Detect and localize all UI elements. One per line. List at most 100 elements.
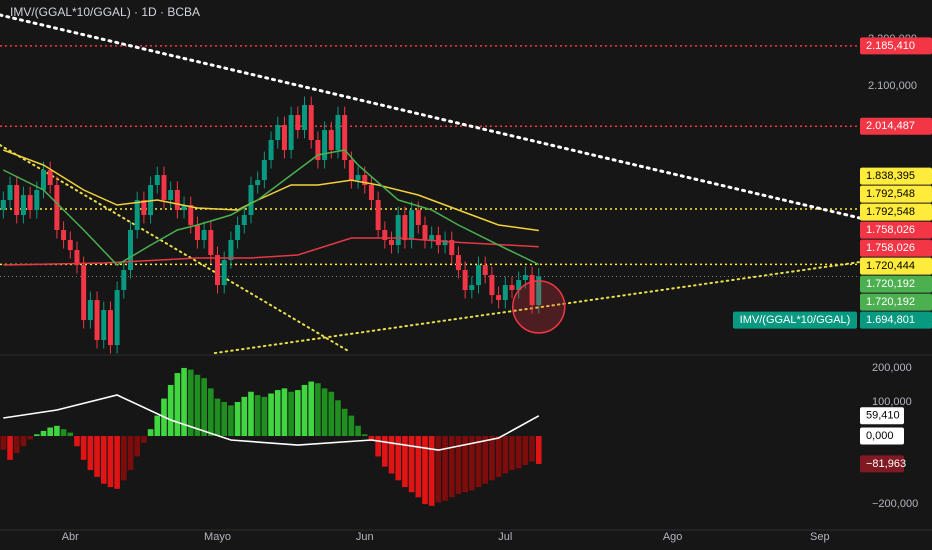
price-tag-label: 1.838,395 [866,170,915,182]
candle-body [469,285,475,291]
moving-average [3,149,539,232]
histogram-bar [241,396,248,437]
signal-line [3,394,540,451]
candle-body [375,200,381,231]
histogram-bar [134,436,140,457]
histogram-bar [509,436,515,471]
histogram-bar [167,384,174,437]
price-tag-label: 2.185,410 [866,40,915,52]
moving-average [2,149,540,266]
candle-body [482,265,488,276]
histogram-bar [315,383,321,437]
histogram-bar [295,390,301,437]
histogram-bar [395,436,402,481]
x-tick-label: Ago [663,531,683,543]
chart-title: IMV/(GGAL*10/GGAL) · 1D · BCBA [10,5,200,19]
candle-body [442,240,448,246]
candle-body [462,270,468,291]
histogram-bar [60,429,67,437]
histogram-bar [495,436,502,477]
candle-body [422,225,428,241]
histogram-bar [335,400,341,437]
candle-body [476,265,482,286]
x-tick-label: Jul [498,531,512,543]
candle-body [228,240,234,261]
candle-body [255,180,261,186]
histogram-bar [234,401,241,437]
histogram-bar [94,436,100,477]
candle-body [161,175,167,201]
histogram-bar [54,425,60,437]
histogram-bar [114,436,120,489]
candle-body [54,185,60,231]
price-tag-label: 1.758,026 [866,224,915,236]
candle-body [355,175,361,181]
candle-body [34,190,40,211]
price-tag [860,293,932,311]
histogram-bar [268,393,274,437]
candle-body [455,255,461,271]
histogram-bar [341,408,348,437]
candle-body [516,280,522,291]
candle-body [449,240,455,256]
price-tag [860,37,932,55]
candle-body [235,225,241,241]
candle-body [148,185,154,216]
candle-body [121,270,127,291]
histogram-bar [442,436,448,501]
histogram-bar [67,432,74,437]
candle-body [261,160,267,181]
candle-body [61,230,67,241]
price-tag-label: 1.720,444 [866,260,915,272]
price-tag [860,167,932,185]
candle-body [502,285,508,301]
candle-body [94,300,100,341]
candle-body [41,170,47,191]
histogram-bar [469,436,475,491]
candle-body [208,230,214,256]
candle-body [382,230,388,241]
indicator-tag-label: 0,000 [866,430,894,442]
candle-body [215,255,221,286]
histogram-bar [40,430,47,437]
plot-layer: 1.600,0002.100,0002.200,000AbrMayoJunJul… [0,13,932,543]
histogram-bar [402,436,408,488]
histogram-bar [388,436,395,474]
y2-tick-label: 100,000 [872,396,912,408]
indicator-tag [860,427,904,445]
candle-body [174,190,180,211]
histogram-bar [74,436,80,447]
histogram-bar [208,388,214,437]
trend-line [0,144,352,354]
price-tag-label: 1.720,192 [866,296,915,308]
histogram-bar [355,425,361,437]
histogram-bar [522,436,529,465]
histogram-bar [221,401,228,437]
histogram-bar [254,395,261,437]
series-name-tag [733,311,857,329]
histogram-bar [502,436,509,474]
histogram-bar [147,429,154,437]
x-tick-label: Jun [356,531,374,543]
candle-body [315,140,321,161]
candle-body [302,104,308,130]
price-tag [860,311,932,329]
histogram-bar [435,436,442,503]
price-tag-label: 2.014,487 [866,120,915,132]
histogram-bar [529,436,535,462]
candle-body [496,295,502,301]
histogram-bar [248,391,254,437]
histogram-bar [261,396,268,437]
histogram-bar [187,369,194,437]
histogram-bar [47,427,53,437]
histogram-bar [0,436,7,450]
histogram-bar [34,434,40,437]
candle-body [47,170,53,186]
histogram-bar [382,436,388,467]
candle-body [27,195,33,211]
histogram-bar [475,436,482,488]
histogram-bar [428,436,435,506]
histogram-bar [154,415,161,437]
candle-body [81,265,87,321]
candle-body [295,115,301,130]
